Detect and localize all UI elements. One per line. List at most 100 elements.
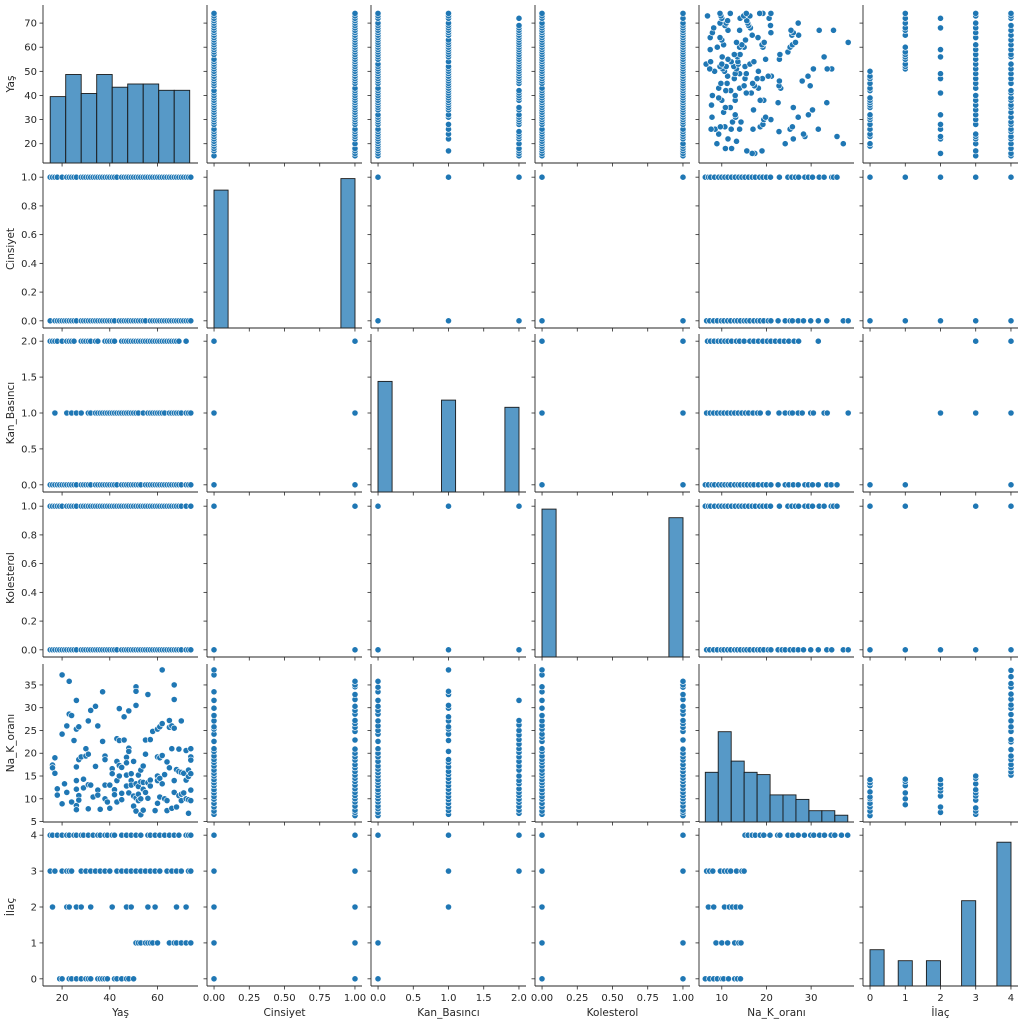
scatter-point [187, 797, 195, 804]
scatter-point [210, 697, 218, 704]
scatter-point [515, 14, 523, 22]
scatter-point [901, 775, 909, 783]
scatter-point [767, 9, 775, 17]
x-axis-label-ilac: İlaç [931, 1006, 949, 1019]
scatter-point [538, 337, 546, 345]
scatter-point [132, 807, 140, 815]
scatter-point [809, 173, 816, 181]
scatter-point [538, 666, 546, 674]
y-axis-label-ilac: İlaç [4, 898, 17, 916]
scatter-point [515, 717, 523, 724]
scatter-point [187, 502, 195, 510]
scatter-point [794, 481, 802, 489]
scatter-point [111, 337, 118, 345]
scatter-point [810, 409, 817, 417]
scatter-point [177, 867, 185, 875]
scatter-point [538, 317, 546, 325]
scatter-point [73, 777, 80, 784]
scatter-point [795, 337, 802, 345]
y-tick-label: 0.6 [21, 230, 37, 241]
scatter-point [972, 41, 980, 49]
scatter-point [866, 646, 874, 654]
scatter-point [146, 782, 154, 790]
x-tick-label: 0.00 [531, 993, 553, 1004]
scatter-point [901, 795, 909, 803]
scatter-point [774, 317, 782, 325]
scatter-point [724, 55, 732, 63]
scatter-point [787, 26, 795, 34]
scatter-point [866, 111, 874, 119]
scatter-point [351, 736, 359, 744]
y-tick-label: 1.5 [21, 373, 37, 384]
scatter-point [833, 173, 841, 181]
scatter-point [750, 58, 758, 66]
scatter-point [736, 51, 744, 58]
scatter-point [679, 975, 687, 983]
scatter-point [937, 646, 944, 654]
scatter-point [727, 867, 735, 875]
scatter-point [866, 94, 874, 102]
scatter-point [127, 903, 135, 911]
y-tick-label: 50 [24, 67, 37, 78]
scatter-point [727, 125, 735, 133]
scatter-point [538, 697, 546, 704]
scatter-point [374, 738, 382, 745]
scatter-point [820, 502, 828, 510]
y-tick-label: 0.4 [21, 259, 37, 270]
x-tick-label: 0 [867, 993, 873, 1004]
scatter-point [115, 772, 123, 780]
scatter-point [210, 409, 218, 417]
scatter-point [75, 723, 83, 731]
x-tick-label: 0.00 [203, 993, 225, 1004]
scatter-point [351, 502, 359, 510]
x-axis-label-cinsiyet: Cinsiyet [263, 1007, 305, 1019]
scatter-point [53, 791, 61, 799]
x-tick-label: 1 [902, 993, 908, 1004]
y-tick-label: 60 [24, 43, 37, 54]
scatter-point [111, 791, 118, 799]
y-tick-label: 0.2 [21, 617, 37, 628]
scatter-point [750, 106, 757, 114]
hist-bar-na-k-orani [782, 794, 797, 823]
scatter-point [118, 789, 126, 797]
x-tick-label: 0.50 [273, 993, 295, 1004]
scatter-point [767, 317, 775, 325]
scatter-point [1007, 646, 1015, 654]
scatter-point [106, 867, 114, 875]
scatter-point [805, 111, 812, 119]
scatter-point [794, 113, 802, 121]
scatter-point [374, 173, 382, 181]
y-tick-label: 3 [31, 867, 37, 878]
scatter-point [937, 173, 944, 181]
hist-bar-ilac [961, 900, 977, 987]
scatter-point [725, 975, 732, 983]
scatter-point [767, 173, 774, 181]
scatter-point [814, 481, 822, 489]
scatter-point [515, 317, 523, 325]
scatter-point [717, 123, 724, 131]
scatter-point [972, 173, 980, 181]
scatter-point [187, 317, 195, 325]
scatter-point [972, 502, 980, 510]
scatter-point [937, 24, 944, 32]
scatter-point [70, 737, 78, 744]
scatter-point [58, 975, 66, 983]
scatter-point [937, 89, 944, 97]
scatter-point [679, 867, 687, 875]
scatter-point [1007, 701, 1015, 709]
scatter-point [937, 317, 944, 325]
scatter-point [748, 31, 756, 39]
scatter-point [210, 903, 218, 911]
scatter-point [718, 939, 726, 947]
x-tick-label: 2 [937, 993, 943, 1004]
scatter-point [130, 758, 137, 765]
x-axis-label-kolesterol: Kolesterol [587, 1007, 639, 1019]
hist-bar-yas [80, 93, 98, 164]
scatter-point [1007, 667, 1015, 674]
scatter-point [814, 337, 822, 345]
scatter-point [937, 70, 944, 78]
hist-bar-na-k-orani [834, 814, 849, 823]
scatter-point [177, 717, 185, 725]
scatter-point [762, 113, 769, 121]
